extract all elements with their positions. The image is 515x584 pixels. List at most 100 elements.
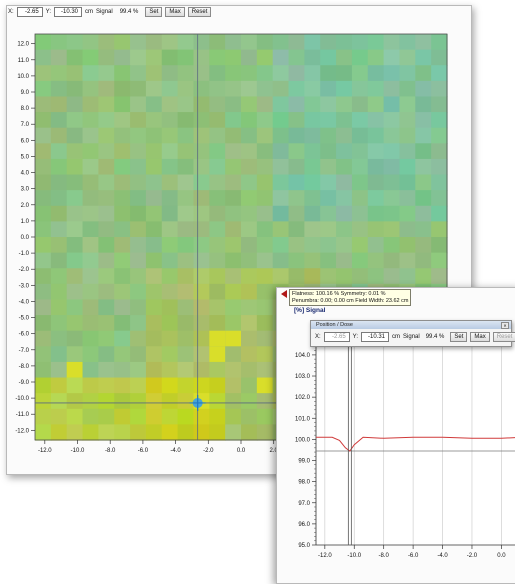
map-pixel: [66, 283, 84, 301]
map-pixel: [193, 80, 210, 98]
map-pixel: [225, 408, 242, 425]
dose-map[interactable]: 12.0 11.0 10.0 9.0 8.0 7.0 6.0 5.0 4.0 3.0 2.0 1.0 0…: [7, 6, 471, 474]
map-pixel: [35, 361, 52, 379]
map-pixel: [82, 315, 99, 332]
map-pixel: [35, 112, 52, 129]
map-pixel: [320, 34, 337, 51]
profile-x-tick-label: -2.0: [467, 553, 478, 559]
map-pixel: [399, 65, 416, 82]
map-x-tick-label: -6.0: [138, 448, 149, 454]
map-pixel: [161, 315, 179, 332]
map-pixel: [256, 330, 274, 347]
map-pixel: [304, 49, 321, 66]
map-pixel: [98, 424, 115, 441]
map-pixel: [209, 34, 226, 51]
max-button[interactable]: Max: [165, 7, 185, 17]
map-pixel: [114, 299, 131, 316]
map-pixel: [193, 377, 210, 394]
map-pixel: [336, 127, 353, 144]
flatness-symmetry-text: Flatness: 100.16 % Symmetry: 0.01 %: [292, 291, 386, 297]
map-pixel: [367, 205, 385, 222]
set-button[interactable]: Set: [145, 7, 163, 17]
map-pixel: [161, 283, 179, 301]
map-pixel: [399, 190, 416, 207]
reset-button[interactable]: Reset: [492, 332, 515, 342]
position-dose-window: Position / Dose ✕ X: -2.65 Y: -10.31 cm …: [310, 320, 515, 347]
map-pixel: [336, 34, 353, 51]
profile-chart[interactable]: 104.0 103.0 102.0 101.0 100.0 99.0 98.0 97.0 96.…: [277, 288, 515, 583]
map-pixel: [177, 158, 195, 176]
map-pixel: [130, 143, 147, 160]
y-label: Y:: [352, 334, 359, 340]
map-pixel: [145, 252, 163, 269]
map-pixel: [130, 49, 147, 66]
map-pixel: [145, 283, 163, 301]
map-pixel: [193, 346, 210, 363]
map-pixel: [225, 190, 242, 207]
map-pixel: [304, 237, 321, 254]
map-pixel: [241, 190, 258, 207]
map-pixel: [130, 315, 147, 332]
map-pixel: [288, 34, 305, 51]
map-pixel: [177, 315, 195, 332]
map-pixel: [114, 205, 131, 222]
map-pixel-highlight: [209, 346, 226, 362]
map-pixel: [177, 283, 195, 301]
x-value-field[interactable]: -2.65: [16, 7, 43, 17]
map-pixel: [114, 252, 131, 269]
map-pixel: [304, 80, 321, 98]
profile-cursor[interactable]: [347, 338, 352, 545]
map-pixel: [209, 143, 226, 160]
map-pixel: [193, 283, 210, 301]
map-pixel: [431, 205, 448, 222]
map-pixel: [177, 80, 195, 98]
map-pixel: [161, 252, 179, 269]
map-pixel: [161, 34, 179, 51]
map-pixel: [145, 65, 163, 82]
y-value-field[interactable]: -10.31: [361, 332, 390, 342]
map-pixel: [256, 158, 274, 176]
crosshair-marker-icon[interactable]: [189, 394, 206, 411]
set-button[interactable]: Set: [450, 332, 468, 342]
map-pixel: [415, 143, 432, 160]
map-pixel: [161, 158, 179, 176]
map-pixel: [130, 34, 147, 51]
map-pixel: [225, 174, 242, 191]
map-pixel: [383, 127, 401, 144]
map-pixel: [336, 80, 353, 98]
map-pixel: [320, 143, 337, 160]
map-pixel: [288, 143, 305, 160]
map-pixel: [50, 174, 68, 191]
map-pixel: [50, 143, 68, 160]
reset-button[interactable]: Reset: [187, 7, 212, 17]
map-pixel: [177, 346, 195, 363]
map-pixel: [209, 205, 226, 222]
map-pixel: [50, 190, 68, 207]
y-value-field[interactable]: -10.30: [54, 7, 83, 17]
map-pixel: [304, 205, 321, 222]
map-pixel: [351, 205, 369, 222]
map-pixel: [241, 34, 258, 51]
map-x-tick-label: 2.0: [270, 448, 279, 454]
map-pixel: [399, 49, 416, 66]
max-button[interactable]: Max: [470, 332, 490, 342]
close-icon[interactable]: ✕: [501, 322, 509, 329]
map-y-tick-label: 4.0: [21, 171, 30, 177]
map-pixel: [351, 80, 369, 98]
map-y-tick-label: 1.0: [21, 219, 30, 225]
map-pixel: [145, 408, 163, 425]
map-pixel: [241, 143, 258, 160]
map-pixel: [256, 65, 274, 82]
map-pixel: [98, 377, 115, 394]
profile-y-tick-label: 102.0: [295, 395, 311, 401]
map-pixel: [145, 49, 163, 66]
map-pixel: [161, 65, 179, 82]
map-pixel: [225, 377, 242, 394]
map-pixel: [177, 96, 195, 113]
map-pixel: [145, 174, 163, 191]
map-pixel: [272, 237, 290, 254]
x-value-field[interactable]: -2.65: [323, 332, 350, 342]
map-pixel: [367, 237, 385, 254]
map-pixel: [114, 283, 131, 301]
map-pixel: [193, 49, 210, 66]
